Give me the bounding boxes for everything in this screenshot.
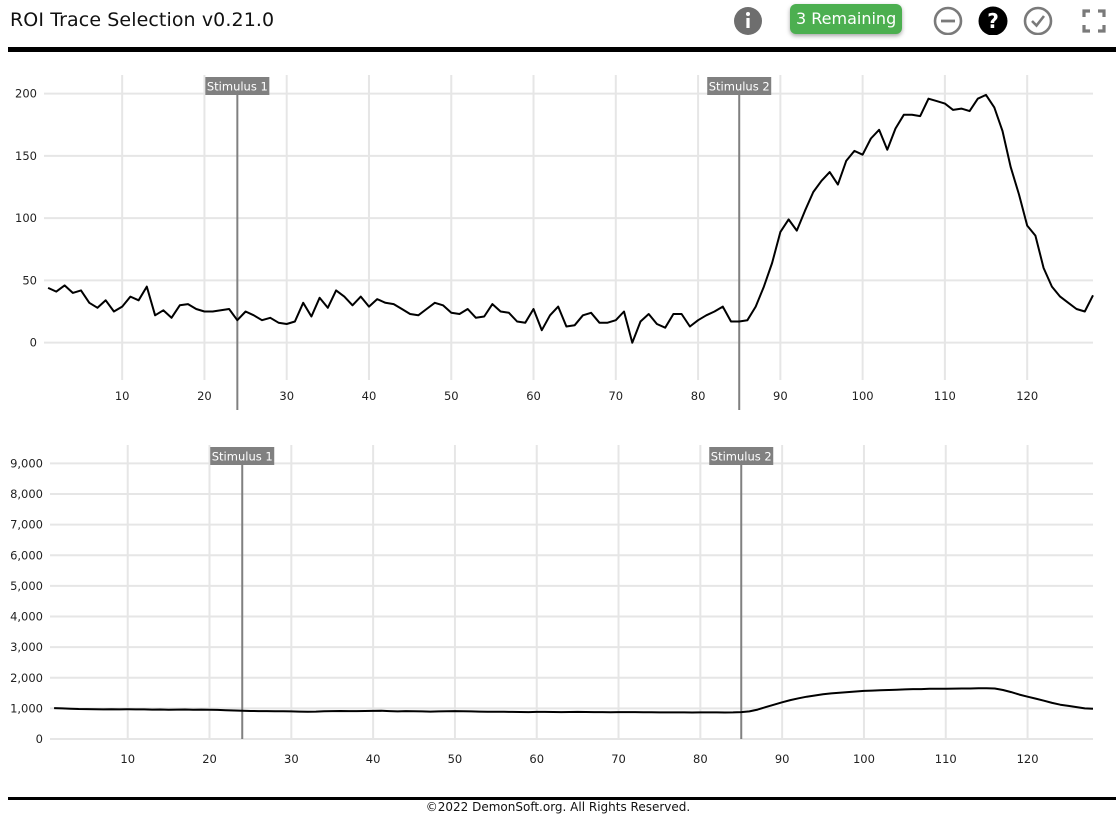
remaining-count-button[interactable]: 3 Remaining [790, 4, 903, 34]
x-tick-label: 70 [608, 389, 623, 403]
y-tick-label: 1,000 [10, 701, 43, 715]
x-tick-label: 100 [852, 389, 874, 403]
x-tick-label: 50 [448, 752, 463, 766]
y-tick-label: 5,000 [10, 579, 43, 593]
x-tick-label: 50 [444, 389, 459, 403]
x-tick-label: 60 [526, 389, 541, 403]
x-tick-label: 70 [611, 752, 626, 766]
info-icon[interactable] [733, 5, 763, 35]
y-tick-label: 8,000 [10, 487, 43, 501]
y-tick-label: 7,000 [10, 518, 43, 532]
app-header: ROI Trace Selection v0.21.0 3 Remaining … [0, 0, 1116, 46]
x-tick-label: 40 [366, 752, 381, 766]
y-tick-label: 2,000 [10, 671, 43, 685]
x-tick-label: 120 [1016, 389, 1038, 403]
fullscreen-icon[interactable] [1079, 5, 1109, 35]
stimulus-label: Stimulus 2 [709, 80, 770, 94]
stimulus-label-box [205, 77, 270, 95]
x-tick-label: 60 [529, 752, 544, 766]
stimulus-label-box [707, 77, 772, 95]
y-tick-label: 0 [36, 732, 43, 746]
footer-copyright: ©2022 DemonSoft.org. All Rights Reserved… [425, 800, 691, 814]
header-divider [8, 47, 1116, 52]
question-icon[interactable]: ? [978, 5, 1008, 35]
x-tick-label: 10 [120, 752, 135, 766]
x-tick-label: 90 [775, 752, 790, 766]
y-tick-label: 50 [22, 273, 37, 287]
x-tick-label: 40 [362, 389, 377, 403]
stimulus-label-box [709, 447, 774, 465]
check-circle-icon[interactable] [1023, 5, 1053, 35]
x-tick-label: 20 [197, 389, 212, 403]
app-title: ROI Trace Selection v0.21.0 [10, 9, 275, 31]
x-tick-label: 100 [853, 752, 875, 766]
x-tick-label: 10 [115, 389, 130, 403]
stimulus-label: Stimulus 1 [212, 450, 273, 464]
x-tick-label: 20 [202, 752, 217, 766]
stimulus-label-box [210, 447, 275, 465]
x-tick-label: 110 [934, 389, 956, 403]
y-tick-label: 3,000 [10, 640, 43, 654]
stimulus-label: Stimulus 2 [711, 450, 772, 464]
x-tick-label: 80 [693, 752, 708, 766]
y-tick-label: 100 [15, 211, 37, 225]
y-tick-label: 200 [15, 87, 37, 101]
stimulus-label: Stimulus 1 [207, 80, 268, 94]
minus-circle-icon[interactable] [933, 5, 963, 35]
trace-line [54, 687, 1094, 714]
x-tick-label: 120 [1017, 752, 1039, 766]
y-tick-label: 4,000 [10, 610, 43, 624]
y-tick-label: 9,000 [10, 456, 43, 470]
y-tick-label: 6,000 [10, 548, 43, 562]
y-tick-label: 0 [30, 336, 37, 350]
trace-chart-baseline: 10 20 30 40 50 60 70 80 90 100 110 120 0 1,000 2,000 3,… [10, 445, 1094, 766]
x-tick-label: 30 [279, 389, 294, 403]
x-tick-label: 30 [284, 752, 299, 766]
trace-chart-raw: 10 20 30 40 50 60 70 80 90 100 110 120 0 50 100 150 200 S… [15, 75, 1094, 410]
x-tick-label: 90 [773, 389, 788, 403]
x-tick-label: 80 [691, 389, 706, 403]
trace-line [47, 93, 1094, 344]
svg-text:?: ? [987, 9, 999, 33]
footer-divider [8, 797, 1116, 800]
y-tick-label: 150 [15, 149, 37, 163]
x-tick-label: 110 [935, 752, 957, 766]
